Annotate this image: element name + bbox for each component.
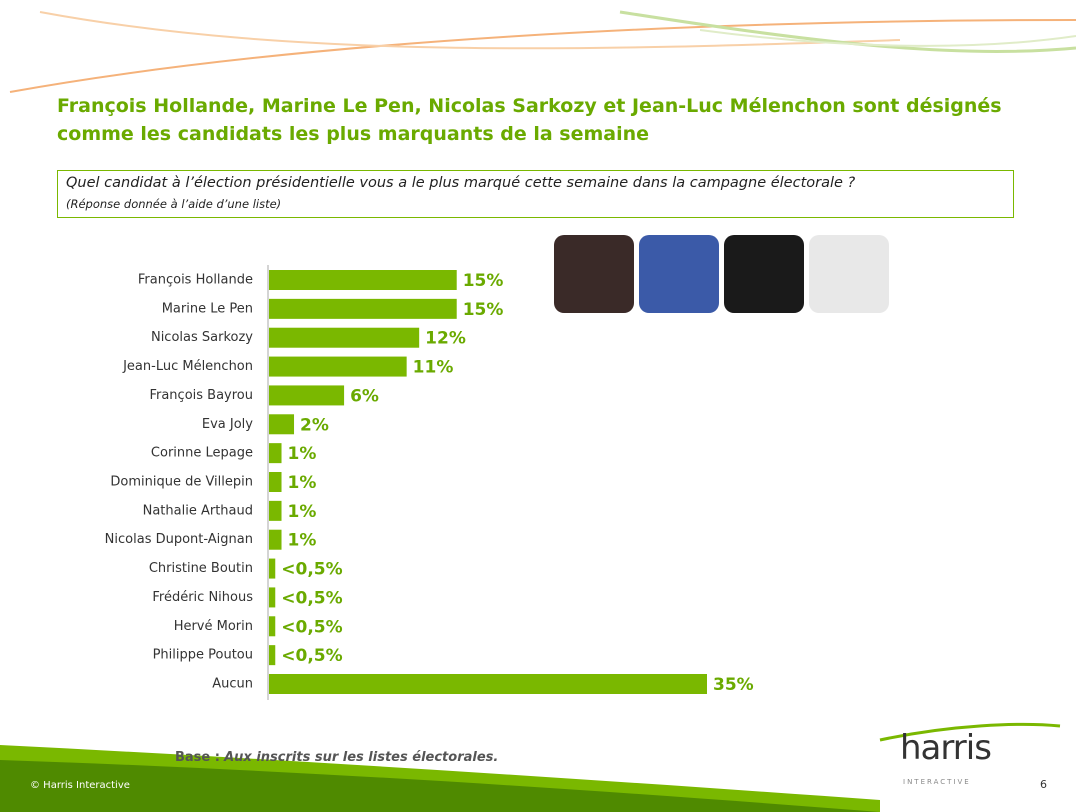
page-number: 6 [1040, 778, 1047, 791]
bar [269, 558, 276, 579]
bar [269, 327, 420, 348]
category-label: Jean-Luc Mélenchon [122, 359, 253, 374]
bar [269, 270, 457, 290]
category-label: Marine Le Pen [162, 301, 253, 316]
bar [269, 587, 276, 608]
value-label: <0,5% [281, 560, 342, 580]
bar [269, 356, 407, 377]
value-label: 6% [350, 386, 379, 406]
value-label: <0,5% [281, 617, 342, 637]
question-note: (Réponse donnée à l’aide d’une liste) [66, 197, 282, 211]
category-label: Corinne Lepage [151, 446, 253, 461]
category-label: Frédéric Nihous [152, 590, 253, 605]
category-label: Nathalie Arthaud [143, 503, 253, 518]
value-label: 1% [288, 531, 317, 551]
category-label: Hervé Morin [174, 619, 253, 634]
category-label: Eva Joly [202, 417, 253, 432]
value-label: 35% [713, 675, 754, 695]
value-label: <0,5% [281, 588, 342, 608]
value-label: 15% [463, 300, 504, 320]
bar [269, 529, 282, 550]
category-label: Christine Boutin [149, 561, 253, 576]
category-label: Nicolas Dupont-Aignan [105, 532, 253, 547]
category-label: François Bayrou [149, 388, 253, 403]
bar [269, 616, 276, 637]
bar [269, 645, 276, 666]
value-label: 1% [288, 473, 317, 493]
value-label: <0,5% [281, 646, 342, 666]
copyright: © Harris Interactive [30, 780, 130, 791]
logo: harris [900, 728, 992, 768]
title: François Hollande, Marine Le Pen, Nicola… [57, 95, 1002, 145]
bar [269, 298, 457, 319]
bar [269, 472, 282, 492]
bar [269, 414, 295, 435]
base-label: Base : [175, 750, 220, 765]
question-box: Quel candidat à l’élection présidentiell… [57, 170, 1014, 218]
value-label: 15% [463, 271, 504, 291]
category-label: Philippe Poutou [153, 648, 253, 663]
base-text: Aux inscrits sur les listes électorales. [224, 750, 499, 765]
bar [269, 443, 282, 464]
base: Base : Aux inscrits sur les listes élect… [175, 750, 498, 765]
category-label: François Hollande [138, 273, 253, 288]
logo-sub: INTERACTIVE [903, 778, 971, 786]
bar [269, 674, 707, 694]
category-label: Dominique de Villepin [110, 475, 253, 490]
candidate-photos [554, 235, 889, 313]
value-label: 12% [425, 329, 466, 349]
value-label: 1% [288, 502, 317, 522]
question: Quel candidat à l’élection présidentiell… [66, 175, 856, 191]
bar [269, 385, 345, 406]
bar [269, 500, 282, 521]
value-label: 2% [300, 415, 329, 435]
category-label: Aucun [212, 677, 253, 692]
value-label: 1% [288, 444, 317, 464]
value-label: 11% [413, 358, 454, 378]
category-label: Nicolas Sarkozy [151, 330, 253, 345]
